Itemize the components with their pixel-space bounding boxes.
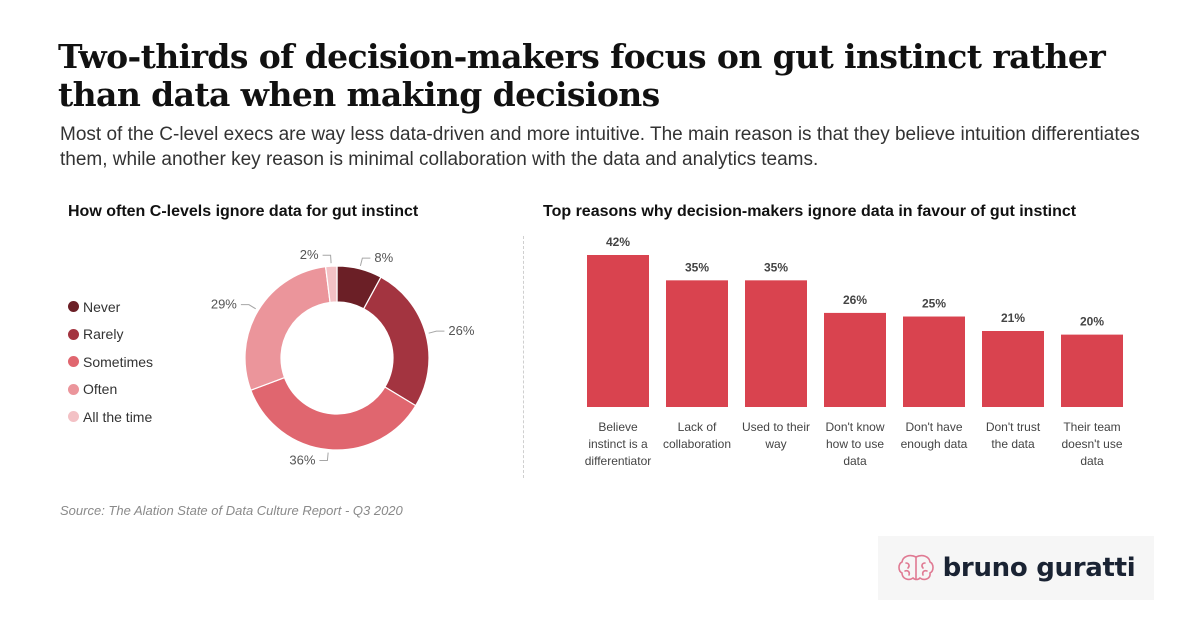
donut-slice [324, 265, 338, 304]
bar-value-label: 21% [1001, 311, 1025, 325]
panel-divider [523, 236, 524, 478]
bar [903, 316, 965, 407]
legend-swatch [68, 356, 79, 368]
legend-swatch [68, 383, 79, 395]
slice-label: 8% [374, 250, 393, 265]
legend-label: All the time [83, 408, 153, 425]
donut-slice [250, 376, 417, 451]
slice-label: 36% [289, 453, 315, 468]
bar-value-label: 35% [764, 260, 788, 274]
bar-chart-title: Top reasons why decision-makers ignore d… [543, 203, 1077, 220]
bar [824, 312, 886, 407]
legend-swatch [68, 301, 79, 313]
bar-value-label: 42% [606, 235, 630, 249]
bar-value-label: 35% [685, 260, 709, 274]
slice-leader-line [240, 304, 256, 310]
legend-label: Rarely [83, 326, 124, 343]
bar-category-label: Believe instinct is a differentiator [585, 420, 652, 468]
bar [666, 280, 728, 407]
slice-label: 26% [448, 323, 474, 338]
legend-item: Rarely [68, 321, 153, 349]
legend-item: Never [68, 293, 153, 321]
slice-label: 29% [211, 297, 237, 312]
slice-leader-line [319, 452, 329, 462]
bar-category-label: Don't trust the data [986, 420, 1041, 451]
donut-slice [362, 276, 430, 407]
bar [1061, 334, 1123, 407]
bar-category-label: Used to their way [742, 420, 810, 451]
donut-legend: Never Rarely Sometimes Often All the time [68, 293, 153, 431]
bar-category-label: Don't have enough data [901, 420, 968, 451]
bar-category-label: Lack of collaboration [663, 420, 731, 451]
slice-leader-line [322, 254, 332, 264]
slice-leader-line [359, 257, 371, 267]
page-subtitle: Most of the C-level execs are way less d… [60, 124, 1140, 170]
slice-label: 2% [300, 247, 319, 262]
donut-chart-title: How often C-levels ignore data for gut i… [68, 203, 419, 220]
legend-swatch [68, 328, 79, 340]
brand-logo: bruno guratti [878, 536, 1154, 600]
brain-icon [897, 554, 934, 581]
legend-item: All the time [68, 403, 153, 431]
page-title: Two-thirds of decision-makers focus on g… [58, 37, 1106, 114]
bar-value-label: 26% [843, 293, 867, 307]
legend-label: Never [83, 298, 121, 315]
legend-label: Often [83, 381, 118, 398]
bar-chart: 42% Believe instinct is a differentiator 35%… [585, 235, 1123, 468]
legend-label: Sometimes [83, 353, 154, 370]
bar [982, 331, 1044, 407]
bar [745, 280, 807, 407]
bar-category-label: Don't know how to use data [826, 420, 885, 468]
donut-chart: 8% 26% 36% 29% 2% [211, 247, 475, 468]
bar-value-label: 25% [922, 297, 946, 311]
donut-slice [244, 266, 331, 391]
source-note: Source: The Alation State of Data Cultur… [60, 503, 403, 518]
brand-name: bruno guratti [942, 553, 1136, 583]
bar-value-label: 20% [1080, 315, 1104, 329]
bar-category-label: Their team doesn't use data [1061, 420, 1122, 468]
bar [587, 255, 649, 407]
slice-leader-line [428, 330, 445, 334]
legend-swatch [68, 411, 79, 423]
legend-item: Sometimes [68, 348, 153, 376]
legend-item: Often [68, 376, 153, 404]
